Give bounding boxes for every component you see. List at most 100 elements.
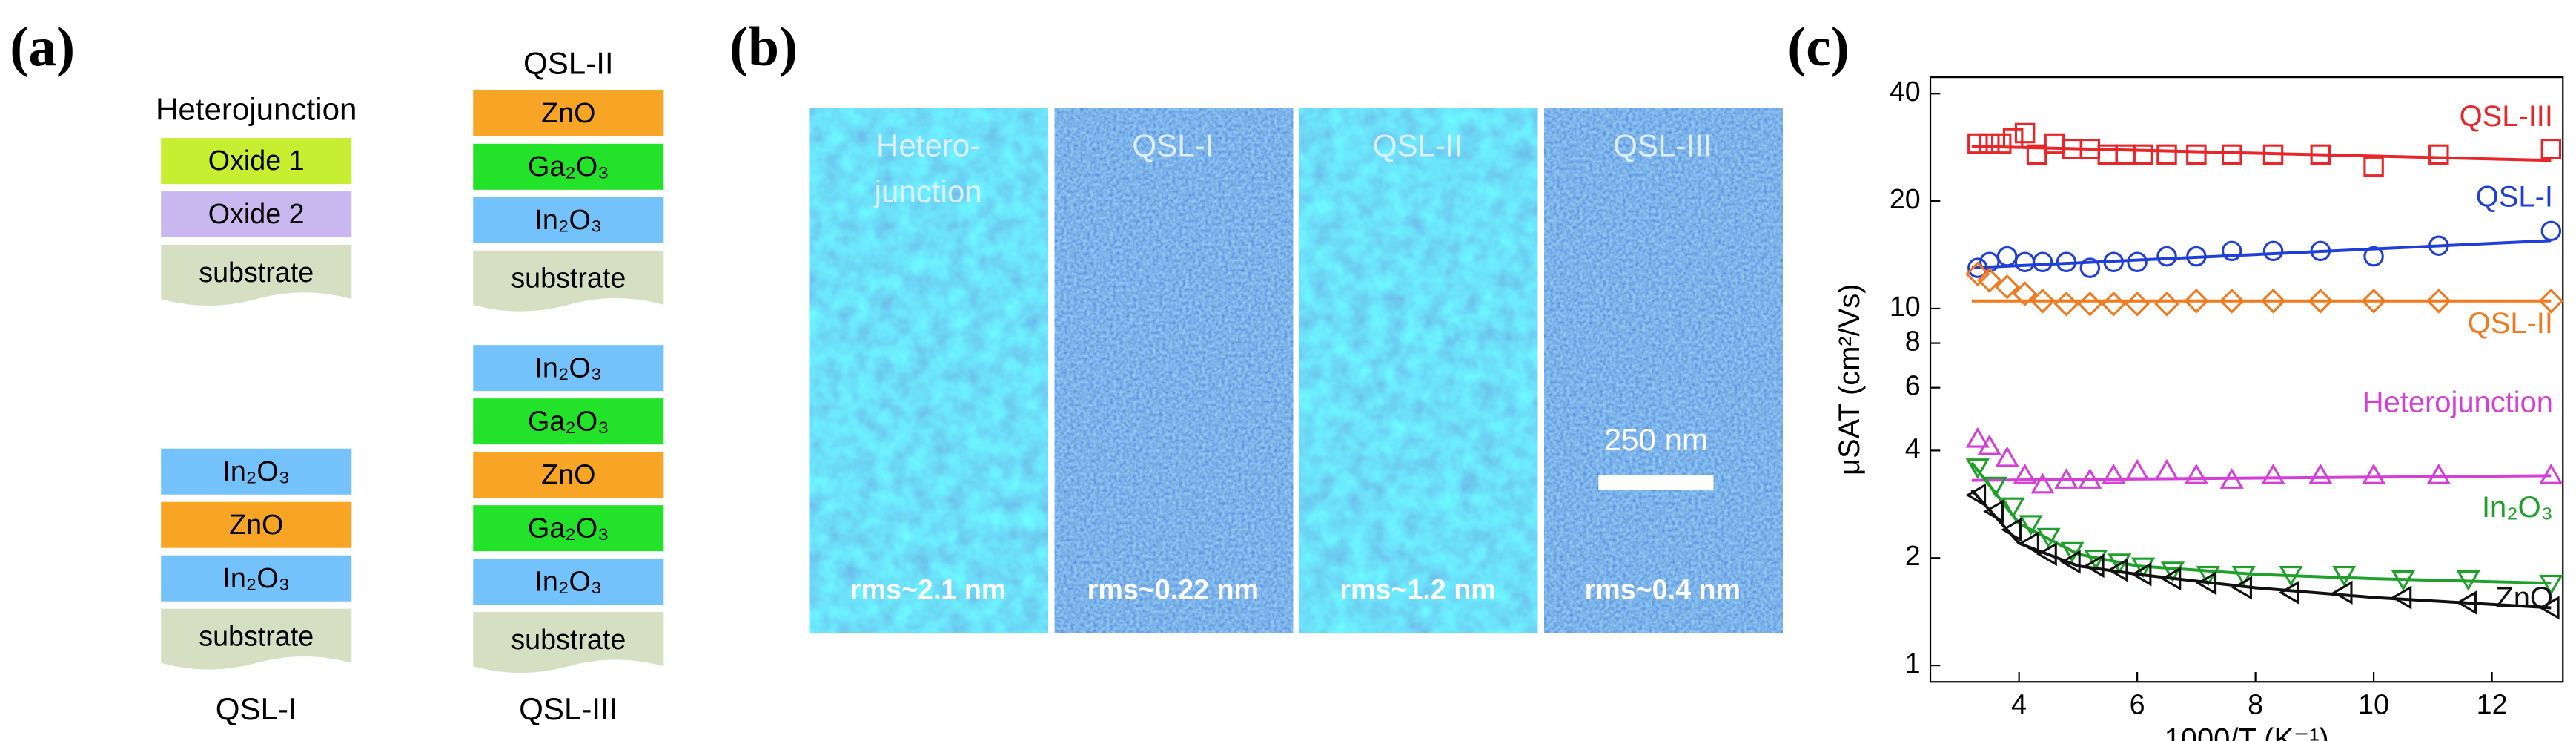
fit-line (1971, 474, 2552, 482)
marker (1994, 274, 2020, 300)
afm-image (1299, 108, 1538, 633)
layer (161, 555, 352, 602)
layer-label: substrate (511, 263, 626, 294)
layer-label: In₂O₃ (534, 204, 602, 235)
marker (2125, 291, 2150, 317)
marker (2261, 463, 2285, 484)
rms-label: rms~0.4 nm (1585, 573, 1741, 605)
scale-bar (1598, 475, 1714, 490)
marker (2361, 288, 2386, 314)
layer-label: In₂O₃ (534, 565, 602, 596)
substrate (161, 245, 352, 306)
marker (2426, 288, 2451, 314)
stack-title: QSL-III (519, 691, 617, 726)
marker (2308, 288, 2334, 314)
substrate (473, 612, 664, 674)
marker (2363, 246, 2384, 267)
marker (2456, 590, 2477, 615)
marker (2012, 281, 2038, 306)
marker (2014, 251, 2036, 272)
marker (2036, 527, 2061, 549)
rms-label: rms~2.1 nm (850, 573, 1006, 605)
marker (2130, 557, 2156, 579)
marker (2014, 122, 2036, 144)
marker (1977, 434, 2001, 455)
marker (2221, 144, 2242, 165)
marker (2154, 291, 2179, 317)
layer (473, 345, 664, 392)
layer-label: Ga₂O₃ (528, 405, 609, 436)
y-tick-label: 8 (1905, 326, 1921, 357)
image-title: Hetero- (876, 128, 980, 162)
fit-line (1971, 145, 2552, 162)
marker (2539, 463, 2563, 484)
layer-label: substrate (199, 621, 314, 652)
x-tick-label: 4 (2011, 688, 2027, 719)
marker (1983, 476, 2007, 498)
marker (2308, 463, 2333, 484)
scale-bar-label: 250 nm (1604, 422, 1708, 457)
marker (2221, 240, 2242, 262)
layer-label: Oxide 2 (208, 198, 305, 229)
marker (2001, 497, 2025, 518)
marker (1995, 446, 2019, 467)
layer (161, 138, 352, 185)
layer-label: substrate (199, 257, 314, 288)
marker (2540, 139, 2562, 159)
layer (473, 452, 664, 498)
y-tick-label: 40 (1890, 76, 1921, 107)
series-label: In₂O₃ (2482, 491, 2553, 524)
y-tick-label: 2 (1905, 540, 1921, 571)
marker (2056, 251, 2077, 272)
layer (473, 143, 664, 190)
layer (161, 448, 352, 495)
series-label: ZnO (2495, 582, 2553, 614)
x-tick-label: 8 (2248, 688, 2263, 719)
layer (161, 191, 352, 238)
marker (2231, 576, 2252, 600)
layer (473, 197, 664, 243)
y-tick-label: 20 (1890, 183, 1921, 214)
layer (473, 505, 664, 552)
marker (2084, 549, 2108, 570)
layer (473, 398, 664, 445)
layer-label: Oxide 1 (208, 145, 305, 176)
marker (2331, 580, 2353, 605)
marker (2130, 562, 2152, 587)
layer-label: In₂O₃ (222, 562, 290, 593)
marker (2186, 246, 2207, 267)
afm-image (1544, 108, 1783, 633)
y-tick-label: 10 (1890, 291, 1921, 322)
marker (1965, 427, 1990, 448)
marker (2160, 561, 2185, 583)
marker (2127, 251, 2148, 272)
image-title: QSL-III (1613, 128, 1712, 162)
rms-label: rms~1.2 nm (1340, 573, 1495, 605)
marker (2391, 585, 2412, 610)
layer (473, 559, 664, 605)
marker (2260, 288, 2286, 314)
marker (2262, 240, 2284, 262)
marker (2054, 468, 2079, 489)
marker (2219, 468, 2244, 489)
marker (1965, 261, 1990, 287)
marker (2154, 458, 2179, 480)
marker (2262, 144, 2284, 165)
marker (2184, 463, 2208, 484)
marker (2332, 565, 2357, 587)
marker (2160, 567, 2182, 591)
marker (2115, 144, 2136, 165)
marker (2428, 235, 2449, 256)
layer-label: ZnO (541, 458, 595, 490)
marker (2026, 144, 2047, 165)
marker (2102, 463, 2126, 484)
marker (2019, 515, 2043, 536)
layer-label: Ga₂O₃ (528, 151, 609, 182)
y-tick-label: 1 (1905, 648, 1921, 679)
marker (2013, 463, 2037, 484)
marker (2219, 288, 2245, 314)
x-tick-label: 10 (2358, 688, 2389, 719)
marker (2310, 240, 2331, 262)
marker (1967, 133, 1988, 154)
series-label: QSL-I (2476, 181, 2553, 214)
